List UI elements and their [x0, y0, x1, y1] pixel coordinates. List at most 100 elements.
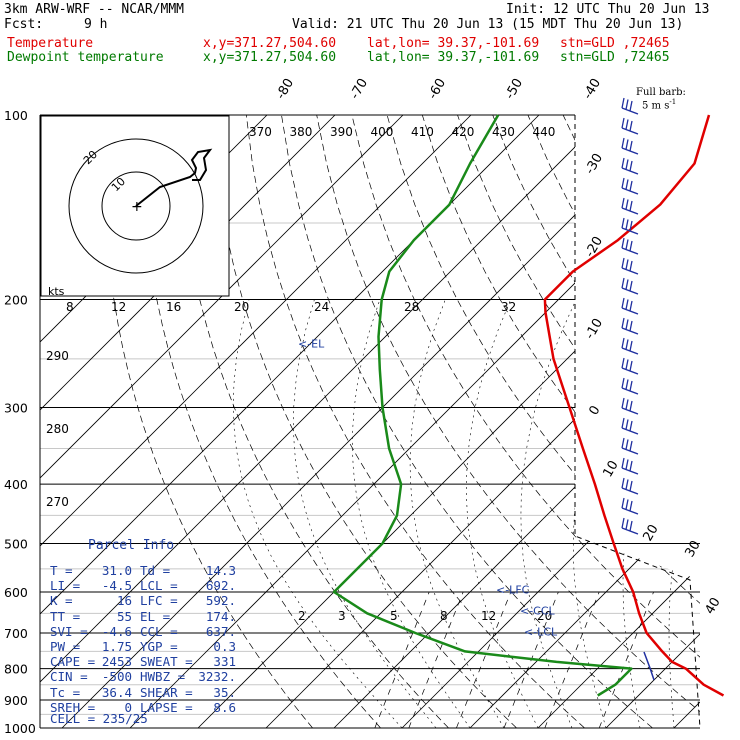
- wind-barb-flag: [621, 237, 625, 249]
- pressure-tick-label: 800: [4, 662, 28, 677]
- wind-barb-flag: [629, 300, 633, 312]
- wind-barb-flag: [621, 257, 625, 269]
- parcel-key: T =: [50, 563, 73, 578]
- parcel-value: 55: [116, 608, 132, 624]
- mixing-ratio-line: [544, 591, 600, 728]
- dry-adiabat: [210, 115, 517, 728]
- wind-barb-flag: [625, 279, 629, 290]
- parcel-key: PW =: [50, 639, 81, 654]
- dry-adiabat: [597, 115, 700, 728]
- dry-adiabat: [562, 115, 700, 728]
- wind-barb: [621, 417, 639, 435]
- wind-barb-flag: [621, 397, 625, 409]
- wind-barb-flag: [621, 97, 625, 109]
- init-time: Init: 12 UTC Thu 20 Jun 13: [506, 2, 710, 17]
- wind-barb-flag: [625, 219, 629, 230]
- wind-barb: [621, 477, 639, 495]
- hodograph-trace: [135, 148, 213, 207]
- fcst-value: 9 h: [84, 17, 108, 32]
- wind-barb-flag: [625, 459, 629, 470]
- model-title: 3km ARW-WRF -- NCAR/MMM: [4, 2, 185, 17]
- parcel-key: YGP =: [140, 639, 178, 654]
- wind-barb-flag: [629, 360, 633, 372]
- parcel-row: CAPE = 2453 SWEAT = 331: [50, 654, 236, 669]
- wind-barb-flag: [621, 137, 625, 149]
- speed-tick-label: 32: [501, 300, 516, 314]
- temperature-profile: [543, 114, 725, 697]
- parcel-row: K = 16 LFC = 592.: [50, 593, 236, 608]
- isotherm-label: -50: [502, 76, 526, 102]
- wind-barb-flag: [621, 437, 625, 449]
- wind-barb-flag: [621, 337, 625, 349]
- wind-barb-flag: [629, 180, 633, 192]
- wind-barb-flag: [621, 497, 625, 509]
- parcel-value: 174.: [205, 608, 236, 624]
- parcel-key: EL =: [140, 608, 171, 624]
- isotherm-label: 40: [702, 595, 723, 617]
- pressure-tick-label: 700: [4, 626, 28, 641]
- wind-barb-flag: [625, 99, 629, 110]
- wind-barb-flag: [625, 359, 629, 370]
- wind-barb-flag: [629, 200, 633, 212]
- mixing-ratio-line: [456, 591, 512, 728]
- full-barb-unit: 5 m s-1: [642, 98, 677, 112]
- wind-barb-flag: [625, 339, 629, 350]
- wind-barb-flag: [621, 457, 625, 469]
- wind-barb: [621, 97, 639, 115]
- mixing-ratio-label: 2: [298, 609, 306, 623]
- wind-barb-flag: [625, 199, 629, 210]
- wind-barb-flag: [621, 197, 625, 209]
- wind-barb: [621, 377, 639, 395]
- parcel-value: 592.: [205, 593, 236, 609]
- wind-barb-flag: [625, 499, 629, 510]
- wind-barb-flag: [625, 239, 629, 250]
- valid-time: Valid: 21 UTC Thu 20 Jun 13 (15 MDT Thu …: [292, 17, 684, 32]
- isotherm-line: [673, 115, 700, 728]
- theta-label: 440: [533, 125, 556, 139]
- full-barb-label: Full barb:: [636, 87, 686, 98]
- wind-barb-flag: [625, 439, 629, 450]
- isotherm-label: 10: [600, 458, 621, 480]
- theta-label: 280: [46, 422, 69, 436]
- hodograph-units-label: kts: [48, 285, 65, 298]
- isotherm-line: [265, 115, 700, 728]
- dewpoint-legend: Dewpoint temperature: [7, 50, 164, 65]
- wind-barb-flag: [629, 400, 633, 412]
- dry-adiabat: [103, 115, 313, 728]
- isotherm-line: [197, 115, 700, 728]
- level-marker: <-CCL: [520, 604, 556, 617]
- moist-adiabat: [409, 299, 505, 728]
- mixing-ratio-line: [598, 591, 654, 728]
- theta-label: 390: [330, 125, 353, 139]
- moist-adiabat: [352, 299, 471, 728]
- speed-tick-label: 12: [111, 300, 126, 314]
- wind-barb-flag: [629, 220, 633, 232]
- dewpoint-profile: [332, 114, 633, 697]
- isotherm-line: [40, 115, 608, 728]
- hodograph-center: +: [131, 199, 143, 215]
- parcel-value: -4.5: [101, 578, 132, 594]
- wind-barb-flag: [629, 240, 633, 252]
- parcel-row: Tc = 36.4 SHEAR = 35.: [50, 685, 236, 700]
- moist-adiabat: [466, 299, 539, 728]
- wind-barb-low: [643, 651, 655, 681]
- parcel-value: 2453: [101, 654, 132, 670]
- parcel-value: -500: [101, 669, 132, 685]
- parcel-value: 16: [116, 593, 132, 609]
- speed-tick-label: 8: [66, 300, 74, 314]
- theta-label: 410: [411, 125, 434, 139]
- parcel-row: T = 31.0 Td = 14.3: [50, 563, 236, 578]
- wind-barb-flag: [621, 297, 625, 309]
- wind-barb-flag: [625, 419, 629, 430]
- dry-adiabat: [175, 115, 449, 728]
- wind-barb-flag: [621, 517, 625, 529]
- wind-barb-flag: [629, 320, 633, 332]
- temperature-legend: Temperature: [7, 36, 94, 51]
- parcel-key: LI =: [50, 578, 81, 594]
- wind-barb-flag: [629, 420, 633, 432]
- wind-barb: [621, 337, 639, 355]
- parcel-key: LCL =: [140, 578, 178, 594]
- wind-barb-flag: [625, 319, 629, 330]
- wind-barb-flag: [629, 100, 633, 112]
- wind-barb: [621, 317, 639, 335]
